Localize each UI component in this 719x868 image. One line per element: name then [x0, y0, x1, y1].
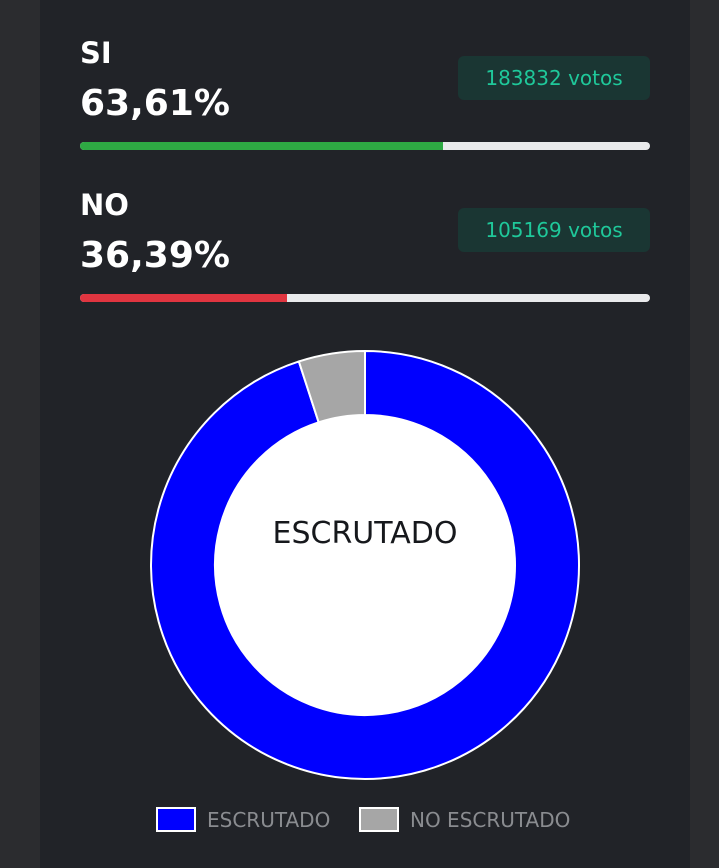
- legend-label-escrutado[interactable]: ESCRUTADO: [207, 808, 330, 832]
- option-no-progress-bar: [80, 294, 650, 302]
- legend-swatch-escrutado[interactable]: [156, 807, 196, 832]
- option-si-percent: 63,61%: [80, 83, 230, 124]
- option-no-percent: 36,39%: [80, 235, 230, 276]
- option-si-votes-badge: 183832 votos: [458, 56, 650, 100]
- chart-legend: ESCRUTADO NO ESCRUTADO: [156, 807, 570, 832]
- donut-hole: [215, 415, 515, 715]
- option-si-progress-fill: [80, 142, 443, 150]
- option-si-label: SI: [80, 36, 112, 70]
- option-no-votes-badge: 105169 votos: [458, 208, 650, 252]
- option-si-progress-bar: [80, 142, 650, 150]
- legend-swatch-no-escrutado[interactable]: [359, 807, 399, 832]
- legend-label-no-escrutado[interactable]: NO ESCRUTADO: [410, 808, 570, 832]
- chart-center-title: ESCRUTADO: [273, 516, 458, 551]
- option-no-progress-fill: [80, 294, 288, 302]
- option-no-label: NO: [80, 188, 129, 222]
